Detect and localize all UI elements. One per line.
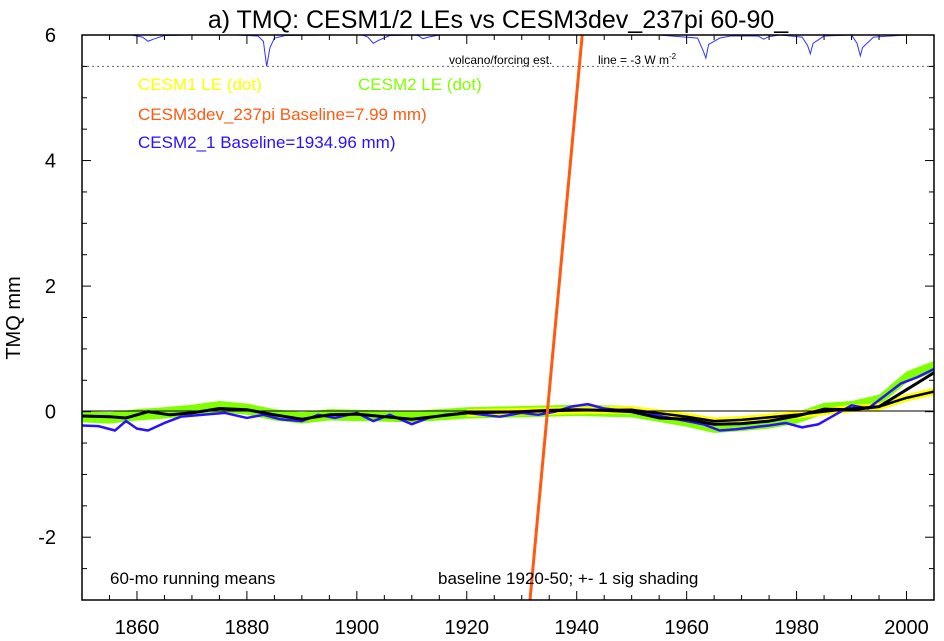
shading-layer: [82, 360, 934, 434]
x-tick-label: 1940: [554, 617, 599, 639]
x-axis: 1860 1880 1900 1920 1940 1960 1980 2000: [81, 35, 929, 639]
legend-cesm1-le: CESM1 LE (dot): [138, 75, 262, 94]
cesm3dev-line: [528, 35, 584, 600]
legend-cesm3dev: CESM3dev_237pi Baseline=7.99 mm): [138, 105, 427, 124]
line-label-text: line = -3 W m: [598, 53, 669, 67]
ensemble-mean-line: [82, 371, 934, 426]
chart-title: a) TMQ: CESM1/2 LEs vs CESM3dev_237pi 60…: [208, 6, 789, 34]
legend-cesm2-le: CESM2 LE (dot): [358, 75, 482, 94]
line-label: line = -3 W m-2: [598, 52, 677, 67]
y-tick-label: 0: [45, 402, 56, 424]
volcano-label: volcano/forcing est.: [449, 53, 552, 67]
x-tick-label: 1900: [335, 617, 380, 639]
x-tick-label: 1920: [445, 617, 490, 639]
x-tick-label: 1980: [774, 617, 819, 639]
x-tick-label: 2000: [884, 617, 929, 639]
y-tick-label: 6: [45, 25, 56, 47]
running-means-note: 60-mo running means: [110, 569, 275, 588]
baseline-note: baseline 1920-50; +- 1 sig shading: [438, 569, 698, 588]
y-tick-label: -2: [38, 527, 56, 549]
y-axis: -2 0 2 4 6: [38, 25, 934, 601]
x-tick-label: 1860: [115, 617, 160, 639]
cesm2-1-line: [82, 367, 934, 432]
x-tick-label: 1880: [225, 617, 270, 639]
legend-cesm2-1: CESM2_1 Baseline=1934.96 mm): [138, 133, 396, 152]
y-tick-label: 4: [45, 151, 56, 173]
x-tick-label: 1960: [664, 617, 709, 639]
line-label-sup: -2: [669, 52, 677, 61]
y-axis-label: TMQ mm: [3, 276, 25, 359]
cesm1-le-band: [466, 387, 934, 425]
cesm2-le-band: [82, 360, 934, 434]
y-tick-label: 2: [45, 276, 56, 298]
